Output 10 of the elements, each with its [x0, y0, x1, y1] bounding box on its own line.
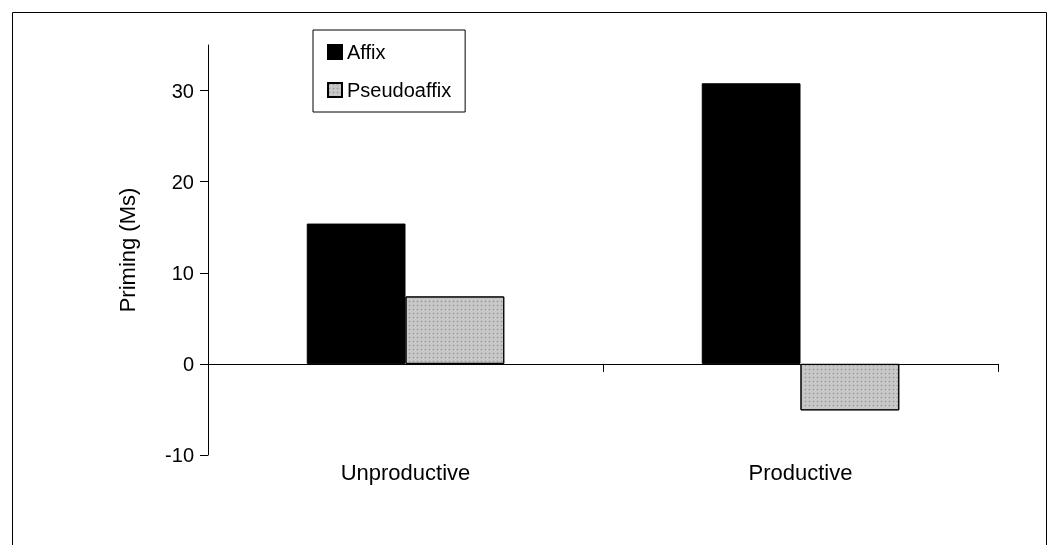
x-tick-label: Unproductive [340, 459, 471, 485]
y-tick-label: 20 [171, 170, 194, 193]
y-tick-label: 10 [171, 261, 194, 284]
y-tick-label: 30 [171, 79, 194, 102]
y-tick-label: 0 [182, 352, 194, 375]
legend-label: Affix [347, 41, 386, 63]
legend-label: Pseudoaffix [347, 79, 452, 101]
y-tick-label: -10 [165, 444, 194, 466]
y-axis-title: Priming (Ms) [114, 187, 140, 313]
x-tick-label: Productive [748, 459, 853, 485]
